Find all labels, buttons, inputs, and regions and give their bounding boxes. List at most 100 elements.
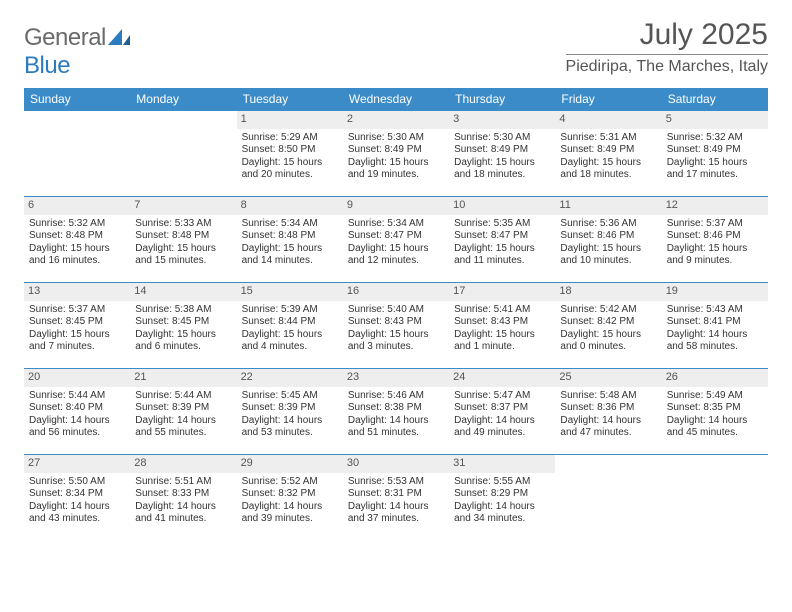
day-number: 20 [24,369,130,387]
daylight-text: Daylight: 14 hours and 39 minutes. [242,501,338,526]
daylight-text: Daylight: 14 hours and 45 minutes. [667,415,763,440]
daylight-text: Daylight: 15 hours and 1 minute. [454,329,550,354]
sunset-text: Sunset: 8:46 PM [560,230,656,243]
daylight-text: Daylight: 15 hours and 10 minutes. [560,243,656,268]
day-header: Friday [555,88,661,111]
day-number: 9 [343,197,449,215]
day-number: 6 [24,197,130,215]
calendar-week-row: 27Sunrise: 5:50 AMSunset: 8:34 PMDayligh… [24,455,768,541]
sunrise-text: Sunrise: 5:50 AM [29,476,125,489]
calendar-day-cell: 6 Sunrise: 5:32 AMSunset: 8:48 PMDaylight… [24,197,130,283]
calendar-day-cell: 22Sunrise: 5:45 AMSunset: 8:39 PMDayligh… [237,369,343,455]
daylight-text: Daylight: 14 hours and 51 minutes. [348,415,444,440]
sunset-text: Sunset: 8:41 PM [667,316,763,329]
sunrise-text: Sunrise: 5:38 AM [135,304,231,317]
sunrise-text: Sunrise: 5:29 AM [242,132,338,145]
calendar-day-cell: 21Sunrise: 5:44 AMSunset: 8:39 PMDayligh… [130,369,236,455]
sunrise-text: Sunrise: 5:52 AM [242,476,338,489]
sunrise-text: Sunrise: 5:46 AM [348,390,444,403]
title-block: July 2025 Piediripa, The Marches, Italy [566,18,768,76]
day-number: 26 [662,369,768,387]
sunrise-text: Sunrise: 5:30 AM [454,132,550,145]
sunrise-text: Sunrise: 5:34 AM [348,218,444,231]
calendar-day-cell [24,111,130,197]
sunset-text: Sunset: 8:31 PM [348,488,444,501]
day-number: 8 [237,197,343,215]
calendar-day-cell: 30 Sunrise: 5:53 AMSunset: 8:31 PMDayligh… [343,455,449,541]
sunset-text: Sunset: 8:48 PM [29,230,125,243]
calendar-day-cell: 18Sunrise: 5:42 AMSunset: 8:42 PMDayligh… [555,283,661,369]
sunset-text: Sunset: 8:37 PM [454,402,550,415]
sunrise-text: Sunrise: 5:47 AM [454,390,550,403]
day-details: Sunrise: 5:32 AMSunset: 8:48 PMDaylight:… [28,218,126,268]
day-number: 17 [449,283,555,301]
calendar-day-cell: 2Sunrise: 5:30 AMSunset: 8:49 PMDaylight… [343,111,449,197]
sunset-text: Sunset: 8:43 PM [454,316,550,329]
daylight-text: Daylight: 14 hours and 37 minutes. [348,501,444,526]
calendar-day-cell: 25Sunrise: 5:48 AMSunset: 8:36 PMDayligh… [555,369,661,455]
daylight-text: Daylight: 15 hours and 0 minutes. [560,329,656,354]
sunset-text: Sunset: 8:40 PM [29,402,125,415]
sunset-text: Sunset: 8:46 PM [667,230,763,243]
location-label: Piediripa, The Marches, Italy [566,54,768,76]
day-details: Sunrise: 5:29 AMSunset: 8:50 PMDaylight:… [241,132,339,182]
day-number: 2 [343,111,449,129]
sunset-text: Sunset: 8:50 PM [242,144,338,157]
sunset-text: Sunset: 8:49 PM [560,144,656,157]
sunrise-text: Sunrise: 5:34 AM [242,218,338,231]
daylight-text: Daylight: 14 hours and 49 minutes. [454,415,550,440]
calendar-week-row: 13Sunrise: 5:37 AMSunset: 8:45 PMDayligh… [24,283,768,369]
sunrise-text: Sunrise: 5:55 AM [454,476,550,489]
sunset-text: Sunset: 8:32 PM [242,488,338,501]
calendar-week-row: 1Sunrise: 5:29 AMSunset: 8:50 PMDaylight… [24,111,768,197]
calendar-day-cell: 12Sunrise: 5:37 AMSunset: 8:46 PMDayligh… [662,197,768,283]
sunset-text: Sunset: 8:47 PM [348,230,444,243]
calendar-day-cell: 8 Sunrise: 5:34 AMSunset: 8:48 PMDaylight… [237,197,343,283]
daylight-text: Daylight: 15 hours and 19 minutes. [348,157,444,182]
daylight-text: Daylight: 14 hours and 43 minutes. [29,501,125,526]
day-details: Sunrise: 5:34 AMSunset: 8:48 PMDaylight:… [241,218,339,268]
daylight-text: Daylight: 14 hours and 34 minutes. [454,501,550,526]
sunset-text: Sunset: 8:48 PM [242,230,338,243]
day-details: Sunrise: 5:53 AMSunset: 8:31 PMDaylight:… [347,476,445,526]
day-number: 7 [130,197,236,215]
calendar-day-cell: 29 Sunrise: 5:52 AMSunset: 8:32 PMDayligh… [237,455,343,541]
sunrise-text: Sunrise: 5:44 AM [135,390,231,403]
sunset-text: Sunset: 8:35 PM [667,402,763,415]
day-header: Wednesday [343,88,449,111]
day-number: 19 [662,283,768,301]
daylight-text: Daylight: 15 hours and 9 minutes. [667,243,763,268]
day-details: Sunrise: 5:39 AMSunset: 8:44 PMDaylight:… [241,304,339,354]
sunset-text: Sunset: 8:49 PM [454,144,550,157]
day-details: Sunrise: 5:48 AMSunset: 8:36 PMDaylight:… [559,390,657,440]
day-details: Sunrise: 5:46 AMSunset: 8:38 PMDaylight:… [347,390,445,440]
day-header-row: SundayMondayTuesdayWednesdayThursdayFrid… [24,88,768,111]
sunset-text: Sunset: 8:48 PM [135,230,231,243]
sunset-text: Sunset: 8:44 PM [242,316,338,329]
calendar-table: SundayMondayTuesdayWednesdayThursdayFrid… [24,88,768,541]
brand-sail-icon [108,24,130,52]
calendar-day-cell: 11Sunrise: 5:36 AMSunset: 8:46 PMDayligh… [555,197,661,283]
sunrise-text: Sunrise: 5:42 AM [560,304,656,317]
sunset-text: Sunset: 8:38 PM [348,402,444,415]
day-details: Sunrise: 5:33 AMSunset: 8:48 PMDaylight:… [134,218,232,268]
day-details: Sunrise: 5:52 AMSunset: 8:32 PMDaylight:… [241,476,339,526]
daylight-text: Daylight: 14 hours and 58 minutes. [667,329,763,354]
daylight-text: Daylight: 15 hours and 6 minutes. [135,329,231,354]
calendar-day-cell: 19Sunrise: 5:43 AMSunset: 8:41 PMDayligh… [662,283,768,369]
sunrise-text: Sunrise: 5:45 AM [242,390,338,403]
day-header: Thursday [449,88,555,111]
calendar-day-cell: 23Sunrise: 5:46 AMSunset: 8:38 PMDayligh… [343,369,449,455]
day-details: Sunrise: 5:51 AMSunset: 8:33 PMDaylight:… [134,476,232,526]
calendar-day-cell: 1Sunrise: 5:29 AMSunset: 8:50 PMDaylight… [237,111,343,197]
sunrise-text: Sunrise: 5:36 AM [560,218,656,231]
sunset-text: Sunset: 8:43 PM [348,316,444,329]
day-header: Monday [130,88,236,111]
day-details: Sunrise: 5:36 AMSunset: 8:46 PMDaylight:… [559,218,657,268]
sunrise-text: Sunrise: 5:35 AM [454,218,550,231]
day-number: 30 [343,455,449,473]
brand-name: General Blue [24,24,130,80]
day-number: 29 [237,455,343,473]
sunset-text: Sunset: 8:45 PM [135,316,231,329]
day-details: Sunrise: 5:41 AMSunset: 8:43 PMDaylight:… [453,304,551,354]
